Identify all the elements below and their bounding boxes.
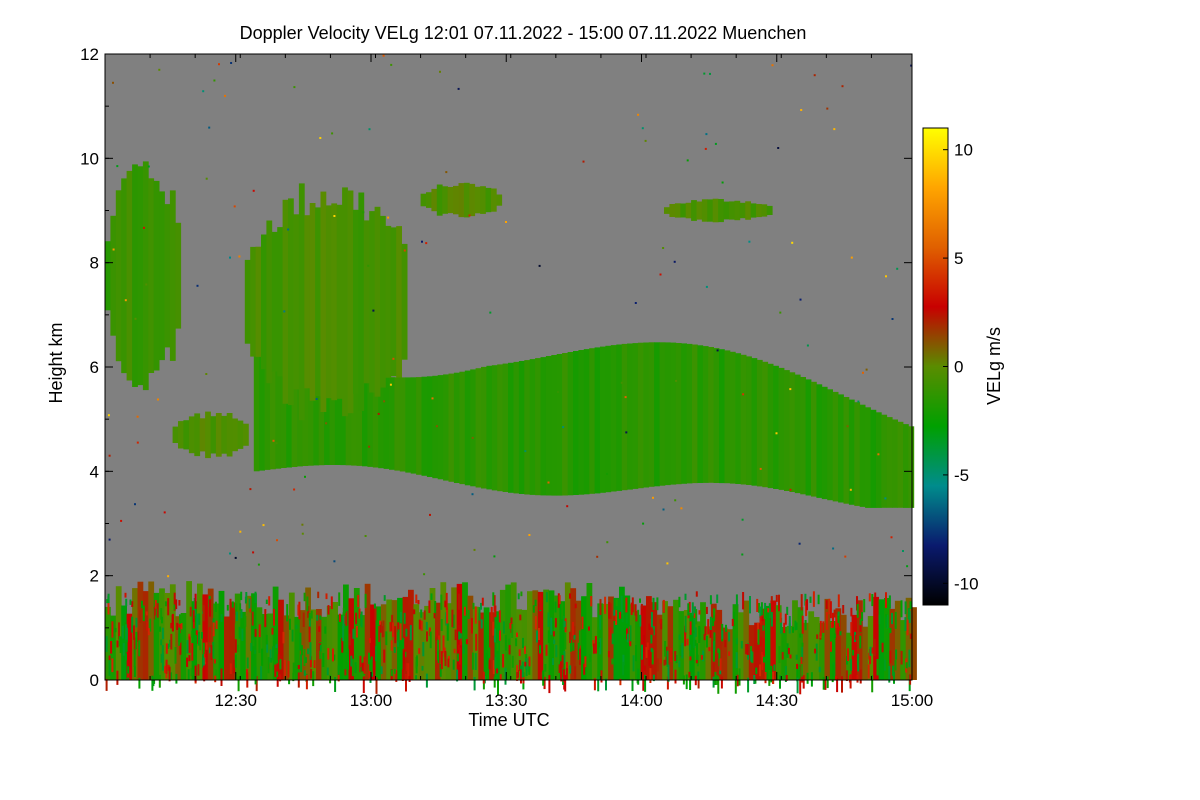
colorbar-ticks: -10 -5 0 5 10 bbox=[943, 141, 979, 593]
feature-upper-cloud-central bbox=[244, 183, 408, 421]
x-tick-label-0: 12:30 bbox=[214, 691, 257, 710]
x-tick-label-4: 14:30 bbox=[755, 691, 798, 710]
feature-mid-streak-12-20 bbox=[172, 411, 249, 459]
feature-thin-cirrus-14-10 bbox=[664, 198, 773, 223]
x-tick-label-1: 13:00 bbox=[350, 691, 393, 710]
y-axis-label: Height km bbox=[46, 322, 66, 403]
y-tick-label-2: 4 bbox=[90, 462, 99, 481]
colorbar-label: VELg m/s bbox=[984, 327, 1004, 405]
y-tick-label-6: 12 bbox=[80, 45, 99, 64]
x-tick-label-5: 15:00 bbox=[891, 691, 934, 710]
y-tick-label-0: 0 bbox=[90, 671, 99, 690]
cbar-tick-label-0: -10 bbox=[954, 574, 979, 593]
cbar-tick-label-3: 5 bbox=[954, 249, 963, 268]
feature-upper-cirrus-west bbox=[105, 161, 182, 391]
feature-thin-cirrus-13-10 bbox=[420, 182, 503, 218]
y-tick-label-5: 10 bbox=[80, 149, 99, 168]
feature-main-cloud-layer bbox=[253, 342, 915, 508]
x-tick-label-2: 13:30 bbox=[485, 691, 528, 710]
x-tick-label-3: 14:00 bbox=[620, 691, 663, 710]
cbar-tick-label-4: 10 bbox=[954, 141, 973, 160]
x-axis: 12:30 13:00 13:30 14:00 14:30 15:00 bbox=[104, 54, 934, 710]
cloud-features bbox=[105, 161, 917, 680]
x-axis-label: Time UTC bbox=[468, 710, 549, 730]
chart-title: Doppler Velocity VELg 12:01 07.11.2022 -… bbox=[240, 23, 807, 43]
colorbar: -10 -5 0 5 10 VELg m/s bbox=[922, 127, 1004, 606]
plot-area bbox=[104, 53, 917, 695]
y-tick-label-3: 6 bbox=[90, 358, 99, 377]
y-tick-label-4: 8 bbox=[90, 254, 99, 273]
cbar-tick-label-2: 0 bbox=[954, 358, 963, 377]
y-tick-label-1: 2 bbox=[90, 567, 99, 586]
noise-speckle bbox=[105, 54, 913, 695]
cbar-tick-label-1: -5 bbox=[954, 466, 969, 485]
y-axis: 0 2 4 6 8 10 12 bbox=[80, 45, 912, 690]
